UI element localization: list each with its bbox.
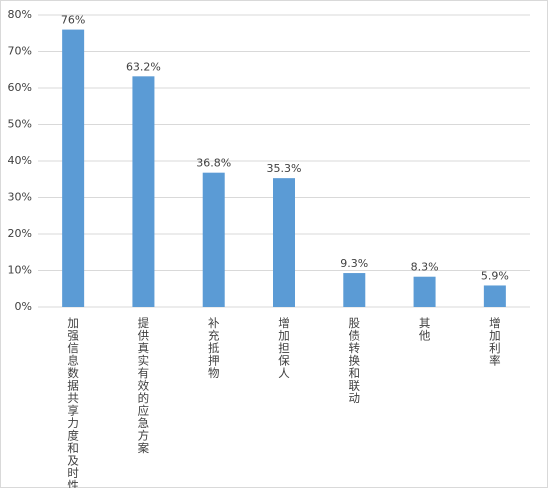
bar [202, 172, 225, 307]
x-tick-label: 加强信息数据共享力度和及时性 [66, 317, 80, 488]
y-tick-label: 30% [8, 191, 32, 204]
x-tick-label: 补充抵押物 [207, 317, 221, 380]
x-tick-label: 增加担保人 [277, 316, 291, 379]
x-tick-label: 其他 [418, 317, 432, 342]
value-label: 8.3% [411, 261, 439, 274]
y-tick-label: 10% [8, 264, 32, 277]
bar [483, 285, 506, 307]
y-tick-label: 0% [15, 300, 32, 313]
value-label: 5.9% [481, 269, 509, 282]
y-tick-label: 20% [8, 227, 32, 240]
x-tick-label: 提供真实有效的应急方案 [136, 316, 150, 454]
y-tick-label: 50% [8, 118, 32, 131]
x-tick-label: 股债转换和联动 [347, 317, 361, 405]
y-tick-label: 60% [8, 81, 32, 94]
y-tick-label: 40% [8, 154, 32, 167]
value-label: 35.3% [267, 162, 302, 175]
y-tick-label: 70% [8, 45, 32, 58]
value-label: 9.3% [340, 257, 368, 270]
bar [343, 273, 366, 307]
value-label: 76% [61, 14, 85, 27]
bar [273, 178, 295, 307]
value-label: 63.2% [126, 60, 161, 73]
value-label: 36.8% [196, 157, 231, 170]
x-tick-label: 增加利率 [488, 316, 502, 367]
bar [132, 76, 155, 307]
y-tick-label: 80% [8, 8, 32, 21]
bar [413, 276, 436, 307]
bar [62, 29, 85, 307]
